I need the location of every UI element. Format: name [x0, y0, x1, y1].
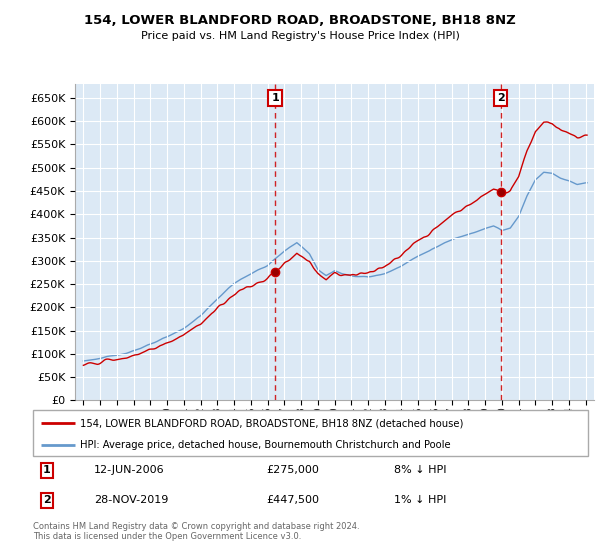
- Text: 1% ↓ HPI: 1% ↓ HPI: [394, 496, 446, 505]
- Text: HPI: Average price, detached house, Bournemouth Christchurch and Poole: HPI: Average price, detached house, Bour…: [80, 440, 451, 450]
- Text: £447,500: £447,500: [266, 496, 319, 505]
- Text: Price paid vs. HM Land Registry's House Price Index (HPI): Price paid vs. HM Land Registry's House …: [140, 31, 460, 41]
- Text: 8% ↓ HPI: 8% ↓ HPI: [394, 465, 446, 475]
- Text: 154, LOWER BLANDFORD ROAD, BROADSTONE, BH18 8NZ (detached house): 154, LOWER BLANDFORD ROAD, BROADSTONE, B…: [80, 418, 464, 428]
- Text: 2: 2: [497, 93, 505, 103]
- Text: 154, LOWER BLANDFORD ROAD, BROADSTONE, BH18 8NZ: 154, LOWER BLANDFORD ROAD, BROADSTONE, B…: [84, 14, 516, 27]
- Text: 12-JUN-2006: 12-JUN-2006: [94, 465, 164, 475]
- Text: 1: 1: [271, 93, 279, 103]
- Text: Contains HM Land Registry data © Crown copyright and database right 2024.
This d: Contains HM Land Registry data © Crown c…: [33, 522, 359, 542]
- FancyBboxPatch shape: [33, 410, 588, 456]
- Text: 28-NOV-2019: 28-NOV-2019: [94, 496, 169, 505]
- Text: 2: 2: [43, 496, 51, 505]
- Text: 1: 1: [43, 465, 51, 475]
- Text: £275,000: £275,000: [266, 465, 319, 475]
